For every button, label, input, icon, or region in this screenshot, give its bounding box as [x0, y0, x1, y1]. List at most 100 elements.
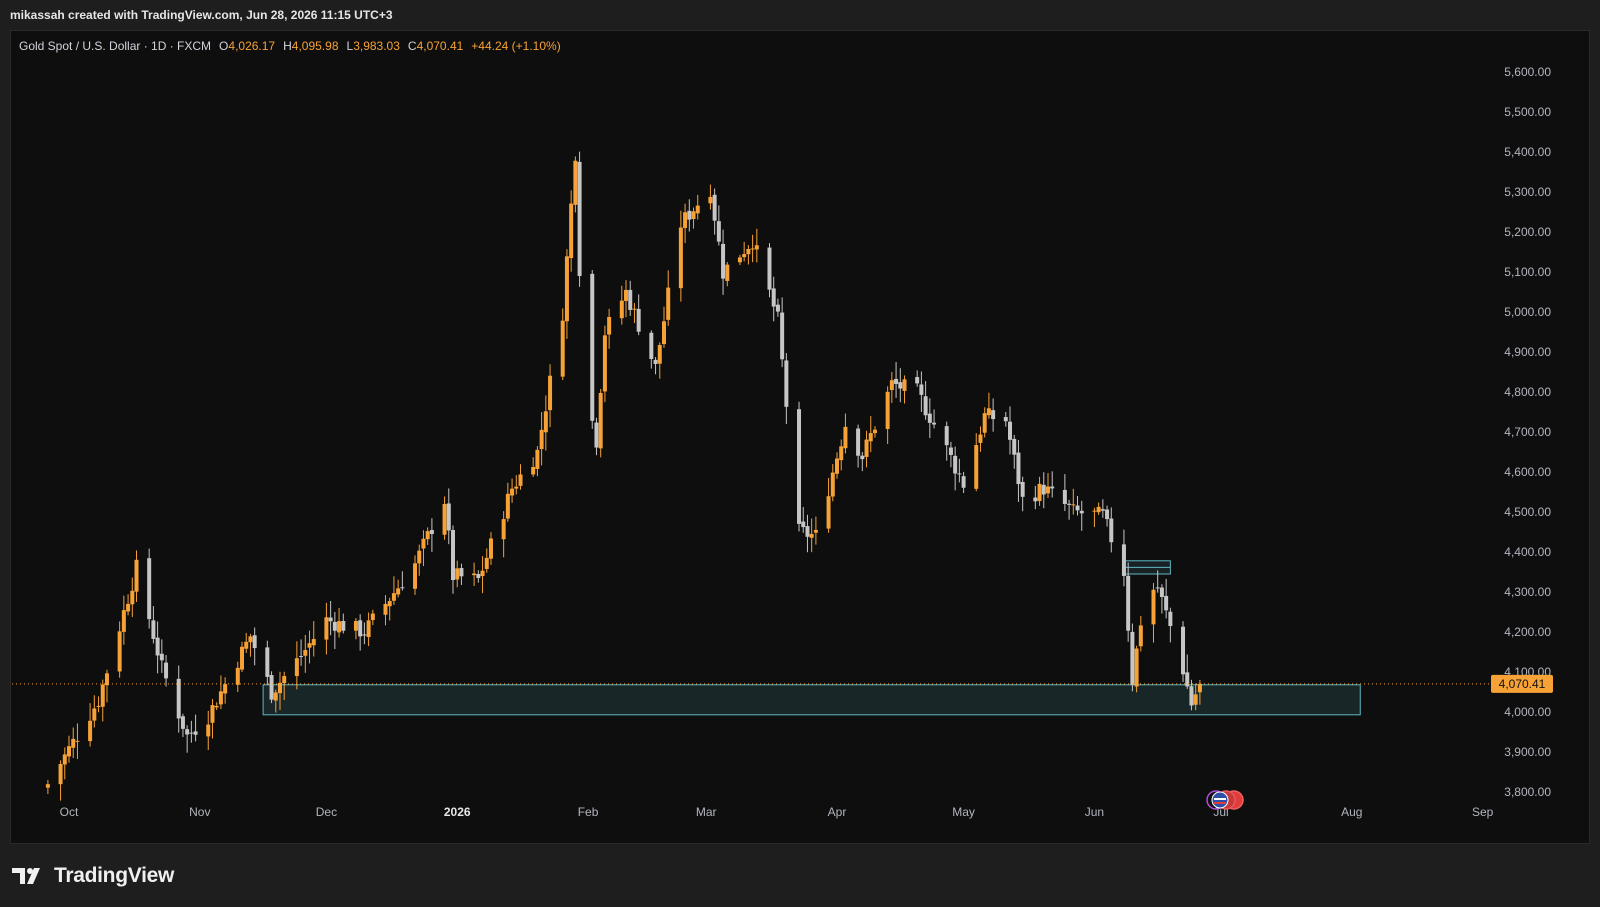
candle-body [974, 445, 979, 489]
candle-body [649, 332, 654, 359]
candle-body [459, 568, 464, 577]
candle-body [1168, 611, 1173, 627]
candle-body [328, 617, 333, 622]
us-flag-stripe [1214, 798, 1226, 800]
candle-body [746, 249, 751, 255]
candle-body [151, 620, 156, 639]
x-tick-label: May [952, 805, 975, 819]
y-tick-label: 5,100.00 [1504, 265, 1551, 279]
y-tick-label: 4,700.00 [1504, 425, 1551, 439]
symbol-label: Gold Spot / U.S. Dollar · 1D · FXCM [19, 39, 212, 53]
candle-body [805, 526, 810, 537]
candle-body [75, 740, 80, 742]
candle-body [510, 488, 515, 496]
candle-body [683, 212, 688, 228]
candle-body [657, 345, 662, 364]
x-tick-label: Aug [1341, 805, 1362, 819]
candle-body [784, 360, 789, 407]
tradingview-brand[interactable]: TradingView [12, 862, 174, 890]
candle-body [548, 375, 553, 411]
price-change: +44.24 (+1.10%) [471, 39, 561, 53]
y-tick-label: 4,300.00 [1504, 585, 1551, 599]
candle-body [206, 724, 211, 737]
candle-body [358, 620, 363, 637]
candle-body [446, 503, 451, 531]
candle-body [341, 621, 346, 631]
y-tick-label: 5,200.00 [1504, 225, 1551, 239]
y-tick-label: 4,000.00 [1504, 705, 1551, 719]
candle-body [957, 473, 962, 475]
candle-body [982, 413, 987, 433]
candle-body [324, 617, 329, 640]
candle-body [961, 476, 966, 488]
candle-body [370, 613, 375, 621]
candle-body [598, 392, 603, 449]
candle-body [159, 653, 164, 661]
candle-body [396, 588, 401, 595]
candle-body [948, 447, 953, 455]
candle-body [569, 203, 574, 259]
candle-body [742, 254, 747, 258]
candle-body [425, 531, 430, 540]
candle-body [1092, 510, 1097, 512]
candle-body [214, 705, 219, 708]
candle-body [885, 391, 890, 429]
candle-body [1155, 587, 1160, 589]
support-zone[interactable] [262, 684, 1361, 716]
candle-body [1126, 575, 1131, 631]
candle-body [607, 316, 612, 335]
candle-body [147, 558, 152, 620]
candle-body [518, 474, 523, 486]
y-tick-label: 5,000.00 [1504, 305, 1551, 319]
x-tick-label: Nov [189, 805, 210, 819]
candle-body [332, 621, 337, 631]
candle-body [767, 247, 772, 290]
candle-body [126, 603, 131, 612]
ohlc-open: O4,026.17 [219, 39, 276, 53]
candle-body [602, 335, 607, 392]
candle-body [860, 455, 865, 460]
candle-body [180, 716, 185, 729]
candle-body [252, 635, 257, 649]
candle-body [1012, 438, 1017, 455]
candle-body [872, 429, 877, 434]
candle-body [1159, 587, 1164, 598]
candle-body [1003, 417, 1008, 422]
candle-body [235, 667, 240, 685]
candle-body [1096, 506, 1101, 513]
candle-body [932, 422, 937, 425]
candle-body [362, 634, 367, 636]
x-tick-label: Oct [60, 805, 79, 819]
y-tick-label: 5,500.00 [1504, 105, 1551, 119]
candle-body [712, 194, 717, 221]
candle-body [472, 573, 477, 576]
ohlc-low: L3,983.03 [346, 39, 400, 53]
candle-body [839, 446, 844, 461]
candle-body [716, 221, 721, 242]
candle-body [953, 455, 958, 474]
candle-body [88, 720, 93, 742]
x-tick-label: Sep [1472, 805, 1494, 819]
candle-body [725, 264, 730, 281]
candle-body [1041, 484, 1046, 495]
candle-body [923, 396, 928, 416]
candle-body [134, 559, 139, 592]
candle-body [58, 764, 63, 785]
candle-body [564, 256, 569, 322]
candle-body [1008, 421, 1013, 440]
candle-body [455, 568, 460, 580]
x-tick-label: Mar [696, 805, 717, 819]
candle-body [1185, 672, 1190, 687]
candle-body [1109, 518, 1114, 543]
chart-legend: Gold Spot / U.S. Dollar · 1D · FXCM O4,0… [19, 37, 561, 55]
candle-body [117, 631, 122, 672]
candle-body [1121, 544, 1126, 576]
candle-body [797, 409, 802, 524]
candle-body [451, 530, 455, 581]
candle-body [96, 705, 101, 707]
candle-body [830, 472, 835, 497]
candle-body [1100, 509, 1105, 511]
candle-body [501, 519, 506, 540]
x-tick-label: Apr [828, 805, 847, 819]
